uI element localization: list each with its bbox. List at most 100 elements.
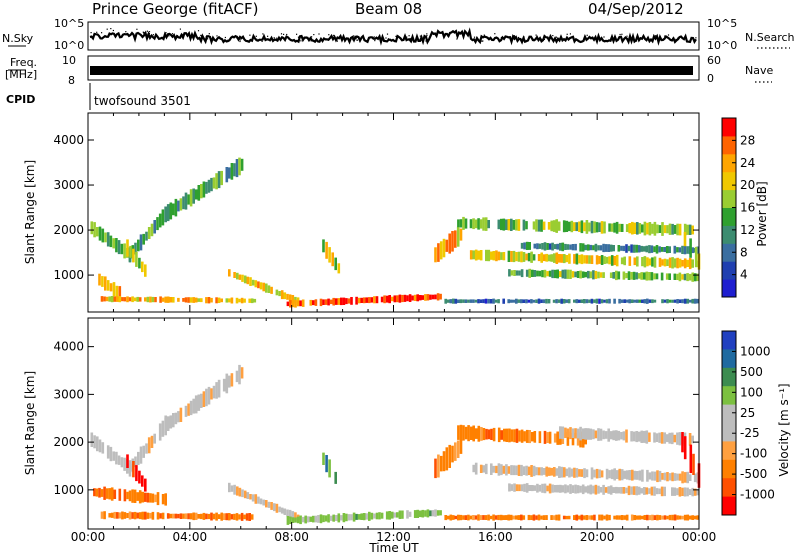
heatmap-cell	[622, 245, 626, 252]
heatmap-cell	[296, 516, 300, 524]
heatmap-cell	[566, 428, 570, 438]
heatmap-cell	[192, 398, 195, 414]
heatmap-cell	[128, 297, 132, 302]
heatmap-cell	[462, 216, 465, 230]
heatmap-cell	[337, 298, 341, 305]
heatmap-cell	[637, 431, 641, 442]
heatmap-cell	[563, 467, 566, 478]
heatmap-cell	[641, 515, 644, 520]
noise-dot	[626, 35, 628, 37]
heatmap-cell	[278, 291, 281, 297]
heatmap-cell	[570, 468, 574, 477]
heatmap-cell	[653, 256, 657, 268]
heatmap-cell	[474, 299, 478, 303]
heatmap-cell	[123, 457, 126, 471]
heatmap-cell	[253, 298, 257, 303]
heatmap-cell	[673, 258, 677, 268]
noise-dot	[165, 32, 167, 34]
noise-dot	[473, 36, 476, 38]
heatmap-cell	[385, 295, 389, 303]
heatmap-cell	[304, 515, 307, 524]
heatmap-cell	[686, 273, 689, 282]
heatmap-cell	[337, 263, 341, 274]
colorbar-tick-label: 16	[740, 201, 755, 215]
heatmap-cell	[507, 514, 510, 521]
heatmap-cell	[151, 493, 155, 503]
noise-dot	[555, 36, 557, 38]
heatmap-cell	[451, 231, 454, 252]
heatmap-cell	[222, 513, 226, 520]
heatmap-cell	[559, 484, 562, 493]
heatmap-cell	[646, 257, 649, 267]
heatmap-cell	[547, 254, 551, 262]
heatmap-cell	[105, 488, 109, 499]
heatmap-cell	[115, 451, 118, 465]
heatmap-cell	[238, 364, 241, 385]
heatmap-cell	[661, 222, 664, 236]
heatmap-cell	[342, 297, 346, 305]
heatmap-cell	[309, 299, 313, 306]
heatmap-cell	[603, 221, 606, 234]
heatmap-cell	[571, 271, 575, 278]
heatmap-cell	[615, 254, 619, 267]
heatmap-cell	[497, 299, 500, 304]
heatmap-cell	[623, 470, 626, 479]
heatmap-cell	[515, 515, 518, 520]
heatmap-cell	[531, 269, 534, 277]
heatmap-cell	[589, 484, 593, 495]
heatmap-cell	[484, 515, 488, 520]
heatmap-cell	[411, 295, 414, 301]
heatmap-cell	[105, 296, 109, 302]
velocity-panel: 1000 2000 3000 4000 Slant Range [km] 1000 50…	[23, 317, 791, 530]
heatmap-cell	[115, 238, 118, 253]
noise-dot	[500, 37, 502, 39]
heatmap-cell	[149, 296, 152, 303]
heatmap-cell	[322, 239, 325, 253]
heatmap-cell	[177, 297, 180, 302]
heatmap-cell	[648, 432, 651, 442]
heatmap-cell	[650, 486, 654, 496]
heatmap-cell	[93, 435, 96, 449]
heatmap-cell	[325, 455, 328, 473]
noise-dot	[205, 36, 207, 38]
heatmap-cell	[500, 464, 503, 476]
heatmap-cell	[651, 471, 654, 481]
power-panel: 1000 2000 3000 4000 Slant Range [km] 4 8 12 16…	[23, 112, 769, 313]
noise-dot	[208, 33, 210, 35]
heatmap-cell	[141, 511, 145, 520]
y-tick-label: 2000	[53, 435, 84, 449]
heatmap-cell	[189, 513, 193, 520]
heatmap-cell	[518, 270, 521, 276]
heatmap-cell	[618, 298, 621, 304]
heatmap-cell	[375, 296, 379, 304]
heatmap-cell	[663, 486, 666, 497]
heatmap-cell	[477, 250, 480, 260]
heatmap-cell	[401, 294, 404, 303]
heatmap-cell	[456, 440, 460, 458]
heatmap-cell	[600, 255, 604, 265]
heatmap-cell	[576, 428, 580, 439]
heatmap-cell	[565, 255, 569, 263]
heatmap-cell	[587, 244, 590, 251]
heatmap-cell	[517, 299, 521, 303]
heatmap-cell	[575, 222, 579, 232]
heatmap-cell	[113, 489, 117, 499]
heatmap-cell	[228, 167, 231, 179]
heatmap-cell	[192, 512, 195, 521]
heatmap-cell	[210, 512, 213, 521]
heatmap-cell	[550, 467, 553, 476]
heatmap-cell	[691, 225, 694, 235]
heatmap-cell	[676, 515, 679, 520]
heatmap-cell	[385, 511, 389, 520]
heatmap-cell	[637, 245, 641, 253]
heatmap-cell	[633, 257, 637, 266]
heatmap-cell	[556, 431, 559, 445]
heatmap-cell	[520, 429, 524, 443]
heatmap-cell	[294, 512, 297, 521]
heatmap-cell	[515, 270, 519, 276]
heatmap-cell	[613, 256, 616, 266]
heatmap-cell	[541, 483, 544, 493]
heatmap-cell	[603, 256, 606, 264]
noise-dot	[125, 31, 127, 33]
heatmap-cell	[638, 515, 642, 520]
